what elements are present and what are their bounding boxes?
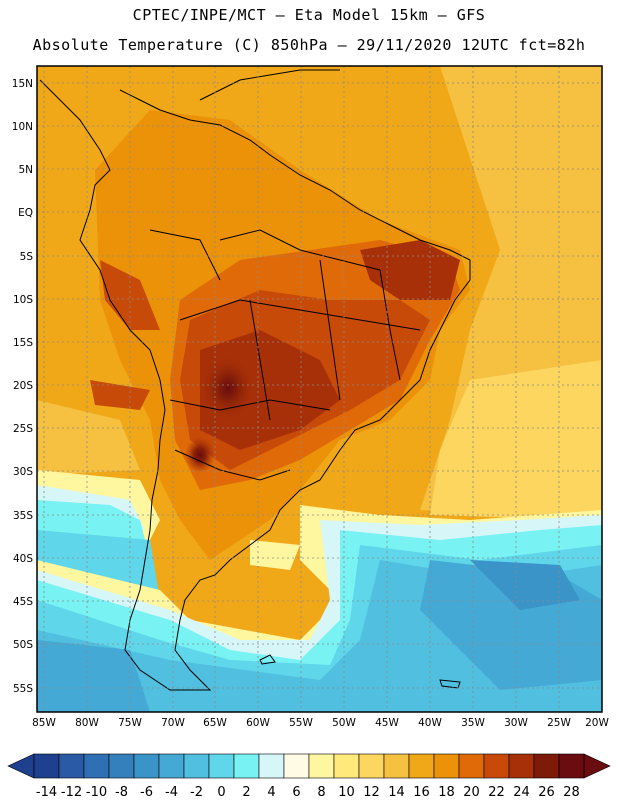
colorbar-label: -2 [190,785,203,800]
lon-label: 85W [32,717,56,729]
lon-label: 40W [418,717,442,729]
lat-label: 30S [13,466,33,478]
lat-label: 40S [13,553,33,565]
colorbar-label: -14 [36,785,57,800]
andes-warm [100,260,160,330]
lat-label: 50S [13,639,33,651]
lon-label: 25W [547,717,571,729]
colorbar-swatch [183,753,210,779]
colorbar-label: 20 [463,785,480,800]
map-area [37,66,602,712]
colorbar-labels: -14 -12 -10 -8 -6 -4 -2 0 2 4 6 8 10 12 14 16 18 20 22 24 26… [36,785,580,800]
lon-label: 80W [75,717,99,729]
northeast-hot [360,240,460,300]
band-m6-south [470,560,580,610]
colorbar-label: 12 [363,785,380,800]
colorbar-label: -10 [86,785,107,800]
lat-label: EQ [18,207,33,219]
colorbar-swatch [408,753,435,779]
lat-label: 20S [13,380,33,392]
colorbar-swatch [483,753,510,779]
heat-core [200,354,256,422]
colorbar-swatch [308,753,335,779]
map-frame [36,65,603,713]
lat-label: 15N [12,78,33,90]
colorbar-label: 10 [338,785,355,800]
colorbar-label: 16 [413,785,430,800]
lat-label: 15S [13,337,33,349]
lon-label: 65W [203,717,227,729]
colorbar-swatch [333,753,360,779]
patagonia-mild [250,540,300,570]
lat-axis: 15N 10N 5N EQ 5S 10S 15S 20S 25S 30S 35S… [12,78,34,695]
lat-label: 55S [13,683,33,695]
lat-label: 35S [13,510,33,522]
colorbar-label: -6 [140,785,153,800]
colorbar-swatch [358,753,385,779]
lat-label: 10N [12,121,33,133]
colorbar-label: 8 [317,785,325,800]
pacific-mild [37,400,140,475]
colorbar-high-arrow [583,753,611,779]
colorbar-label: 14 [388,785,405,800]
colorbar-swatch [158,753,185,779]
colorbar-swatch [508,753,535,779]
graticule [37,66,602,712]
colorbar-swatch [108,753,135,779]
colorbar-label: 22 [488,785,505,800]
lat-label: 25S [13,423,33,435]
band-m4-southwest [37,640,150,712]
lon-label: 35W [461,717,485,729]
colorbar-swatch [58,753,85,779]
lon-label: 60W [246,717,270,729]
colorbar-swatch [383,753,410,779]
lat-label: 5N [18,164,33,176]
lon-label: 20W [585,717,609,729]
lon-label: 75W [118,717,142,729]
heat-core-2 [185,437,215,473]
colorbar: -14 -12 -10 -8 -6 -4 -2 0 2 4 6 8 10 12 14 16 18 20 22 24 26… [7,753,611,800]
lat-label: 5S [20,251,34,263]
colorbar-swatch [33,753,60,779]
lon-label: 55W [289,717,313,729]
colorbar-swatches [33,753,585,779]
colorbar-label: 2 [242,785,250,800]
colorbar-label: -4 [165,785,178,800]
colorbar-label: -12 [61,785,82,800]
colorbar-swatch [533,753,560,779]
lon-axis: 85W 80W 75W 70W 65W 60W 55W 50W 45W 40W … [32,717,609,729]
colorbar-swatch [133,753,160,779]
lon-label: 70W [161,717,185,729]
lat-label: 10S [13,294,33,306]
colorbar-label: 4 [267,785,275,800]
pacific-warm-patch [90,380,150,410]
ocean-mild-east [430,360,602,520]
colorbar-swatch [558,753,585,779]
coastlines [39,69,471,691]
colorbar-label: 0 [217,785,225,800]
title-line-1: CPTEC/INPE/MCT – Eta Model 15km – GFS [132,6,486,24]
colorbar-label: 26 [538,785,555,800]
colorbar-label: -8 [115,785,128,800]
colorbar-swatch [283,753,310,779]
colorbar-swatch [233,753,260,779]
lat-label: 45S [13,596,33,608]
colorbar-label: 18 [438,785,455,800]
colorbar-swatch [208,753,235,779]
colorbar-label: 6 [292,785,300,800]
colorbar-swatch [458,753,485,779]
lon-label: 50W [332,717,356,729]
colorbar-swatch [83,753,110,779]
colorbar-swatch [258,753,285,779]
lon-label: 45W [375,717,399,729]
lon-label: 30W [504,717,528,729]
colorbar-swatch [433,753,460,779]
colorbar-label: 28 [563,785,580,800]
title-line-2: Absolute Temperature (C) 850hPa – 29/11/… [32,36,586,54]
colorbar-low-arrow [7,753,35,779]
colorbar-label: 24 [513,785,530,800]
